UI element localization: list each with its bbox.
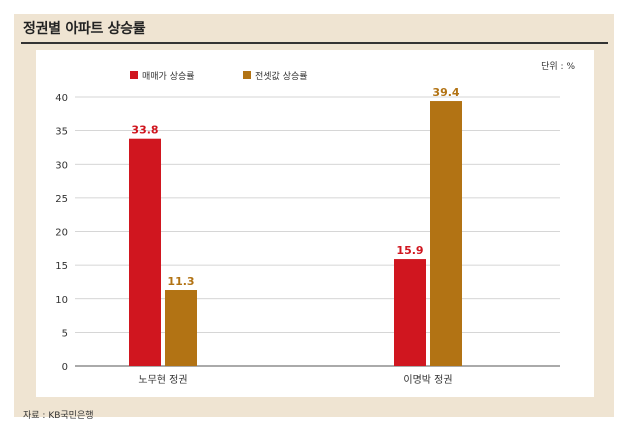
- x-axis-labels: 노무현 정권 이명박 정권: [138, 374, 452, 386]
- legend: 매매가 상승률 전셋값 상승률: [130, 70, 308, 82]
- x-category-label: 노무현 정권: [138, 374, 187, 386]
- y-tick-label: 35: [55, 127, 68, 138]
- x-category-label: 이명박 정권: [403, 374, 452, 386]
- title-underline: [21, 42, 608, 44]
- data-label: 15.9: [396, 244, 423, 257]
- bar: [394, 259, 426, 366]
- legend-label: 전셋값 상승률: [255, 70, 308, 82]
- legend-swatch: [243, 71, 251, 79]
- unit-label: 단위 : %: [541, 61, 575, 72]
- y-tick-label: 25: [55, 194, 68, 205]
- data-label: 33.8: [131, 124, 158, 137]
- y-tick-label: 0: [62, 362, 68, 373]
- data-labels: 33.8 11.3 15.9 39.4: [131, 86, 459, 288]
- bars: [129, 101, 462, 366]
- y-tick-label: 30: [55, 160, 68, 171]
- legend-swatch: [130, 71, 138, 79]
- y-tick-label: 40: [55, 93, 68, 104]
- y-tick-label: 5: [62, 328, 68, 339]
- bar: [165, 290, 197, 366]
- y-tick-label: 10: [55, 295, 68, 306]
- bar: [430, 101, 462, 366]
- bar: [129, 138, 161, 366]
- data-label: 11.3: [167, 275, 194, 288]
- data-label: 39.4: [432, 86, 459, 99]
- chart-title: 정권별 아파트 상승률: [23, 21, 146, 37]
- y-tick-label: 15: [55, 261, 68, 272]
- source-note: 자료 : KB국민은행: [23, 411, 94, 421]
- y-axis: 0 5 10 15 20 25 30 35 40: [55, 93, 68, 373]
- legend-label: 매매가 상승률: [142, 71, 195, 82]
- y-tick-label: 20: [55, 228, 68, 239]
